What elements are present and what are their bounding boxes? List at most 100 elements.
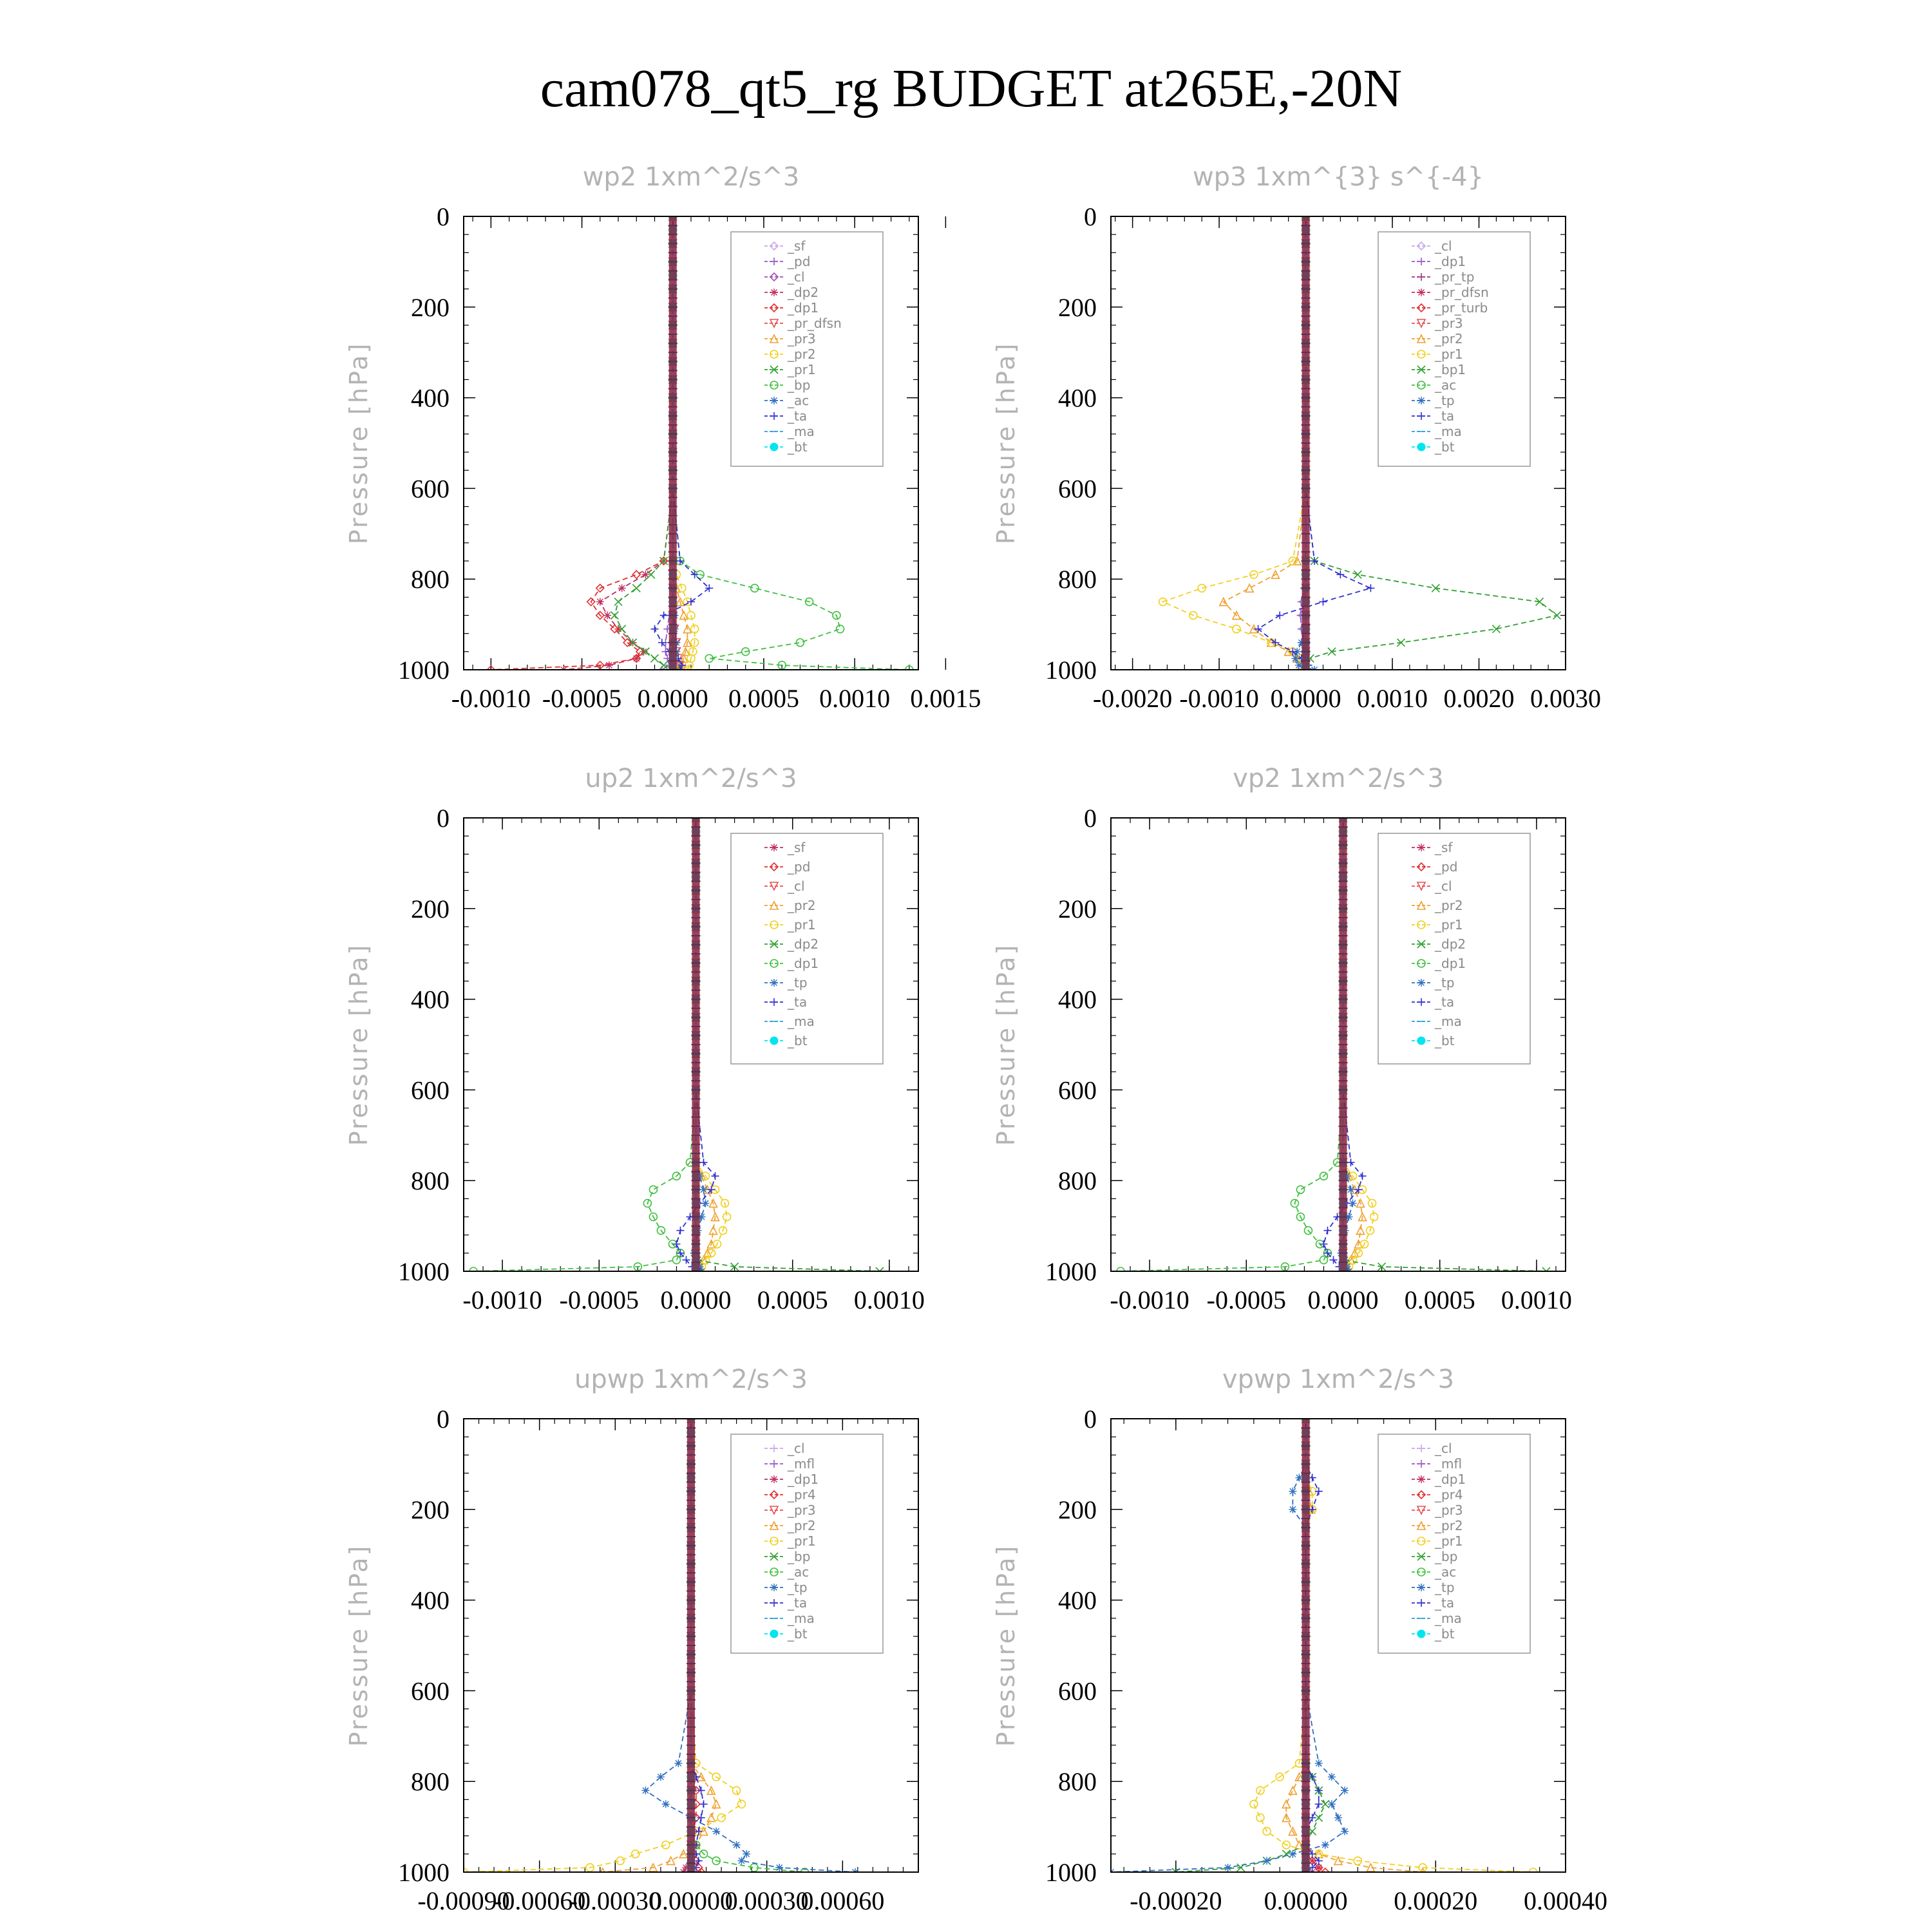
y-tick-label: 200 bbox=[411, 293, 450, 322]
y-tick-label: 800 bbox=[411, 565, 450, 594]
data-point bbox=[630, 1850, 640, 1859]
data-point bbox=[1367, 584, 1375, 592]
data-point bbox=[1321, 1799, 1330, 1808]
legend-label: _pr1 bbox=[1434, 1533, 1463, 1549]
data-point bbox=[1327, 1800, 1336, 1808]
data-point bbox=[1288, 1785, 1298, 1795]
data-point bbox=[1314, 1786, 1323, 1795]
plot-frame bbox=[463, 216, 919, 670]
legend-marker bbox=[770, 1475, 778, 1483]
legend-marker bbox=[1417, 1444, 1425, 1452]
data-point bbox=[659, 556, 668, 565]
data-point bbox=[795, 638, 805, 647]
data-point bbox=[672, 1255, 681, 1265]
legend-marker bbox=[770, 397, 778, 404]
data-point bbox=[1323, 1249, 1332, 1257]
data-point bbox=[1231, 610, 1242, 620]
data-point bbox=[1333, 1855, 1343, 1866]
legend-marker bbox=[1417, 1599, 1425, 1607]
data-point bbox=[1271, 569, 1280, 579]
x-tick-label: 0.00000 bbox=[649, 1886, 733, 1915]
panel-title: wp2 1xm^2/s^3 bbox=[583, 162, 800, 192]
legend-label: _pr_dfsn bbox=[787, 316, 842, 331]
legend-label: _bt bbox=[1434, 1033, 1455, 1048]
y-tick-label: 400 bbox=[1058, 1586, 1097, 1615]
data-point bbox=[1289, 1487, 1297, 1495]
legend: _cl_mfl_dp1_pr4_pr3_pr2_pr1_bp_ac_tp_ta_… bbox=[730, 1434, 884, 1654]
data-point bbox=[1492, 625, 1501, 634]
data-point bbox=[1293, 647, 1302, 656]
data-point bbox=[1358, 1211, 1367, 1222]
data-point bbox=[683, 665, 692, 670]
data-point bbox=[1320, 1240, 1328, 1248]
chart-panel-3: up2 1xm^2/s^3 Pressure [hPa] -0.0010 -0.000… bbox=[345, 764, 925, 1314]
legend-label: _cl bbox=[1434, 238, 1452, 254]
legend-label: _dp1 bbox=[787, 1472, 819, 1487]
plot-frame bbox=[1110, 817, 1566, 1272]
legend-label: _dp1 bbox=[787, 300, 819, 316]
data-point bbox=[469, 1267, 478, 1271]
y-tick-label: 1000 bbox=[1045, 1257, 1097, 1286]
legend-label: _pr1 bbox=[1434, 346, 1463, 362]
y-tick-label: 0 bbox=[1084, 202, 1097, 231]
data-point bbox=[632, 570, 641, 580]
data-point bbox=[1345, 1213, 1353, 1221]
data-point bbox=[610, 611, 619, 620]
legend-marker bbox=[770, 940, 779, 949]
data-point bbox=[659, 661, 668, 670]
y-axis-label: Pressure [hPa] bbox=[345, 943, 373, 1146]
legend-label: _bp bbox=[787, 377, 810, 393]
legend-marker bbox=[1416, 319, 1426, 328]
data-point bbox=[1343, 1267, 1351, 1271]
data-point bbox=[1320, 1867, 1330, 1872]
data-point bbox=[710, 1211, 720, 1222]
data-point bbox=[1290, 1198, 1300, 1208]
data-point bbox=[1291, 654, 1300, 663]
data-point bbox=[676, 1226, 685, 1235]
x-tick-label: 0.0010 bbox=[1501, 1285, 1572, 1314]
x-tick-label: 0.0010 bbox=[854, 1285, 925, 1314]
data-point bbox=[1528, 1868, 1538, 1872]
x-tick-label: -0.00020 bbox=[1130, 1886, 1222, 1915]
data-point bbox=[1282, 1840, 1291, 1850]
data-point bbox=[804, 597, 814, 607]
legend-label: _tp bbox=[1434, 1580, 1455, 1595]
legend-marker bbox=[1416, 862, 1426, 872]
data-point bbox=[1296, 1185, 1305, 1195]
legend-label: _ma bbox=[1434, 1014, 1462, 1029]
data-point bbox=[1116, 1267, 1125, 1271]
legend-label: _bt bbox=[787, 1626, 808, 1642]
legend-label: _tp bbox=[787, 975, 808, 990]
legend-label: _pd bbox=[787, 254, 810, 269]
legend-marker bbox=[1417, 1475, 1425, 1483]
legend-label: _ac bbox=[787, 393, 809, 408]
legend-marker bbox=[769, 319, 779, 328]
data-point bbox=[699, 1186, 708, 1194]
data-point bbox=[618, 584, 626, 592]
legend-marker bbox=[770, 1567, 779, 1577]
data-point bbox=[1542, 1267, 1551, 1271]
legend-marker bbox=[770, 1444, 778, 1452]
legend-label: _sf bbox=[787, 238, 806, 254]
legend-label: _ac bbox=[1434, 377, 1456, 393]
data-point bbox=[1319, 1171, 1329, 1180]
y-tick-label: 0 bbox=[1084, 804, 1097, 833]
y-tick-label: 1000 bbox=[398, 1858, 450, 1887]
data-point bbox=[694, 1827, 703, 1835]
legend-label: _bt bbox=[787, 439, 808, 455]
data-point bbox=[1358, 1172, 1367, 1180]
x-tick-label: -0.00030 bbox=[569, 1886, 661, 1915]
legend-label: _ta bbox=[787, 1595, 807, 1611]
legend-marker bbox=[1417, 258, 1425, 265]
y-tick-label: 0 bbox=[437, 1405, 450, 1434]
x-tick-label: -0.0005 bbox=[560, 1285, 639, 1314]
legend-marker bbox=[770, 1584, 778, 1591]
data-point bbox=[1288, 1826, 1298, 1836]
figure-title: cam078_qt5_rg BUDGET at265E,-20N bbox=[540, 59, 1402, 118]
data-point bbox=[743, 1850, 751, 1858]
data-point bbox=[643, 1198, 652, 1208]
legend-label: _pr_tp bbox=[1434, 269, 1474, 285]
data-point bbox=[658, 638, 666, 647]
x-tick-label: 0.0015 bbox=[910, 684, 981, 713]
